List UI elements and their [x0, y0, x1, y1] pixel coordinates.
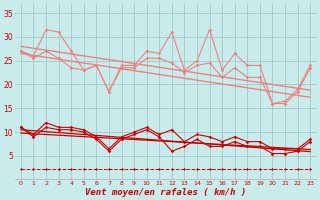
X-axis label: Vent moyen/en rafales ( km/h ): Vent moyen/en rafales ( km/h )	[85, 188, 246, 197]
